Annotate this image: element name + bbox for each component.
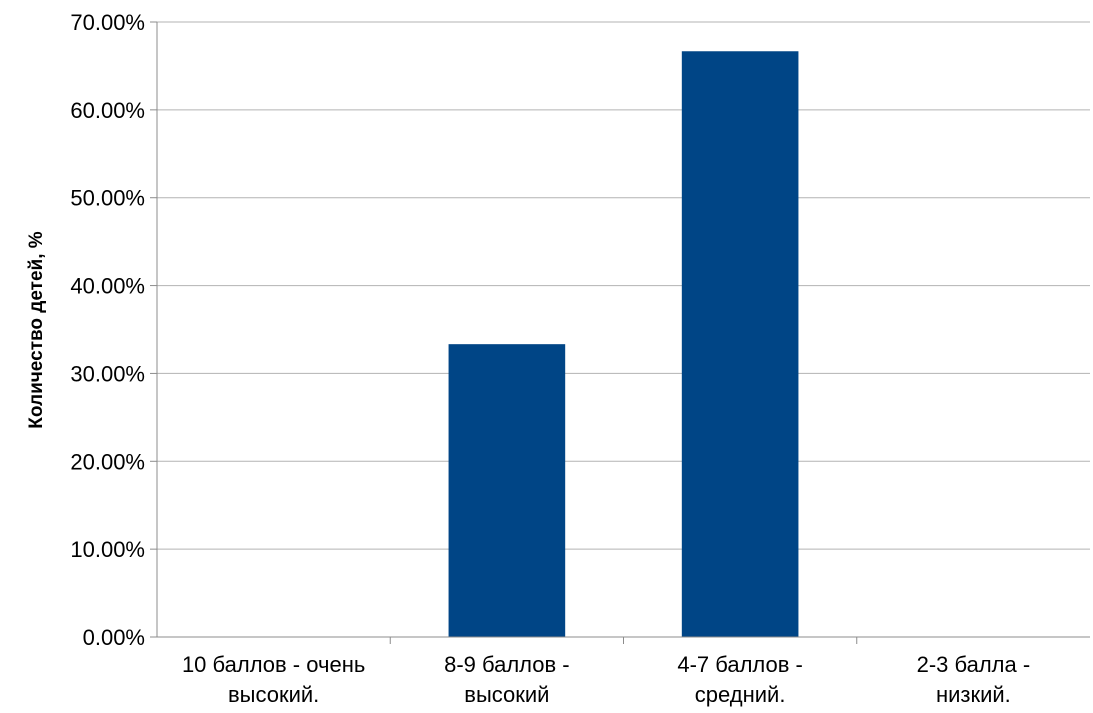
x-category-label: 10 баллов - очень высокий. bbox=[182, 652, 365, 707]
y-tick-label: 40.00% bbox=[70, 274, 145, 299]
y-tick-label: 70.00% bbox=[70, 10, 145, 35]
y-tick-label: 0.00% bbox=[83, 625, 145, 650]
y-tick-label: 10.00% bbox=[70, 537, 145, 562]
x-category-label: 8-9 баллов -высокий bbox=[444, 652, 570, 707]
bar bbox=[448, 344, 566, 637]
y-axis-title: Количество детей, % bbox=[26, 231, 47, 429]
bars bbox=[448, 51, 799, 638]
x-category-labels: 10 баллов - очень высокий. 8-9 баллов -выс… bbox=[182, 637, 1030, 707]
bar bbox=[681, 51, 799, 638]
x-category-label: 4-7 баллов -средний. bbox=[677, 652, 803, 707]
axes bbox=[156, 22, 1090, 638]
y-tick-labels: 0.00% 10.00% 20.00% 30.00% 40.00% 50.00% 60.00… bbox=[70, 10, 157, 650]
gridlines bbox=[157, 21, 1090, 550]
y-tick-label: 20.00% bbox=[70, 449, 145, 474]
y-tick-label: 30.00% bbox=[70, 361, 145, 386]
y-tick-label: 50.00% bbox=[70, 186, 145, 211]
y-tick-label: 60.00% bbox=[70, 98, 145, 123]
x-category-label: 2-3 балла -низкий. bbox=[917, 652, 1031, 707]
